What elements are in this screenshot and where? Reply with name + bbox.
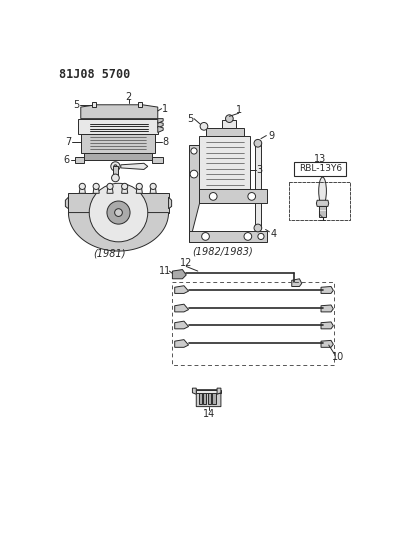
- Circle shape: [114, 165, 117, 168]
- Polygon shape: [138, 102, 142, 107]
- Text: 2: 2: [125, 92, 132, 102]
- Circle shape: [79, 183, 85, 189]
- Circle shape: [150, 183, 156, 189]
- Ellipse shape: [319, 177, 326, 205]
- Polygon shape: [81, 105, 158, 119]
- Polygon shape: [173, 270, 186, 279]
- Circle shape: [136, 183, 142, 189]
- Circle shape: [112, 174, 119, 182]
- Polygon shape: [150, 188, 156, 193]
- Circle shape: [254, 224, 262, 232]
- Circle shape: [111, 161, 120, 171]
- Circle shape: [93, 183, 99, 189]
- Polygon shape: [158, 122, 163, 128]
- Polygon shape: [196, 390, 221, 407]
- Polygon shape: [93, 188, 99, 193]
- Circle shape: [254, 140, 262, 147]
- Circle shape: [258, 233, 264, 239]
- Circle shape: [225, 115, 233, 123]
- Polygon shape: [199, 135, 250, 189]
- Circle shape: [122, 183, 128, 189]
- Polygon shape: [158, 126, 163, 133]
- Polygon shape: [122, 188, 128, 193]
- Polygon shape: [81, 134, 156, 152]
- Text: (1981): (1981): [93, 248, 126, 259]
- Polygon shape: [121, 163, 148, 169]
- Text: 7: 7: [65, 137, 72, 147]
- Text: 12: 12: [180, 259, 192, 269]
- Text: 81J08 5700: 81J08 5700: [59, 68, 130, 81]
- Circle shape: [191, 148, 197, 154]
- Bar: [294, 161, 346, 175]
- Polygon shape: [206, 128, 244, 135]
- Polygon shape: [321, 287, 333, 294]
- Polygon shape: [217, 388, 221, 394]
- Text: 1: 1: [236, 105, 242, 115]
- Polygon shape: [113, 166, 118, 175]
- Circle shape: [115, 209, 122, 216]
- Polygon shape: [292, 279, 302, 287]
- Text: 6: 6: [64, 155, 70, 165]
- Polygon shape: [192, 388, 196, 394]
- Polygon shape: [175, 286, 189, 294]
- Text: 9: 9: [268, 131, 274, 141]
- Circle shape: [209, 192, 217, 200]
- Polygon shape: [175, 321, 189, 329]
- Polygon shape: [175, 304, 189, 312]
- Polygon shape: [168, 197, 172, 209]
- Polygon shape: [136, 188, 142, 193]
- Bar: [255, 143, 261, 228]
- Bar: [199, 393, 202, 403]
- Polygon shape: [199, 189, 267, 203]
- Polygon shape: [75, 157, 84, 163]
- Text: 13: 13: [314, 154, 326, 164]
- Text: 4: 4: [270, 229, 276, 239]
- Polygon shape: [321, 322, 333, 329]
- Text: 3: 3: [257, 165, 263, 175]
- Circle shape: [244, 232, 252, 240]
- Polygon shape: [152, 157, 163, 163]
- Polygon shape: [79, 188, 85, 193]
- Bar: [196, 390, 221, 393]
- Bar: [203, 393, 206, 403]
- Polygon shape: [84, 152, 152, 160]
- Polygon shape: [316, 200, 329, 206]
- Circle shape: [248, 192, 256, 200]
- Polygon shape: [319, 206, 326, 217]
- Bar: [208, 393, 211, 403]
- Polygon shape: [68, 213, 168, 251]
- Polygon shape: [92, 102, 96, 107]
- Polygon shape: [175, 340, 189, 348]
- Polygon shape: [78, 119, 158, 134]
- Polygon shape: [189, 145, 199, 242]
- Text: (1982/1983): (1982/1983): [192, 246, 253, 256]
- Circle shape: [202, 232, 209, 240]
- Text: 1: 1: [162, 103, 168, 114]
- Polygon shape: [321, 305, 333, 312]
- Text: 11: 11: [159, 266, 172, 276]
- Circle shape: [89, 183, 148, 242]
- Text: RBL-13Y6: RBL-13Y6: [299, 164, 342, 173]
- Bar: [68, 193, 168, 213]
- Text: 8: 8: [162, 137, 168, 147]
- Polygon shape: [158, 119, 163, 123]
- Text: 5: 5: [73, 100, 79, 110]
- Text: 14: 14: [202, 409, 215, 419]
- Circle shape: [190, 170, 198, 178]
- Polygon shape: [321, 341, 333, 348]
- Text: 5: 5: [187, 114, 193, 124]
- Polygon shape: [223, 120, 236, 128]
- Polygon shape: [65, 197, 68, 209]
- Circle shape: [107, 201, 130, 224]
- Polygon shape: [107, 188, 113, 193]
- Polygon shape: [189, 231, 267, 242]
- Text: 10: 10: [332, 352, 344, 362]
- Circle shape: [107, 183, 113, 189]
- Bar: [213, 393, 215, 403]
- Circle shape: [200, 123, 208, 130]
